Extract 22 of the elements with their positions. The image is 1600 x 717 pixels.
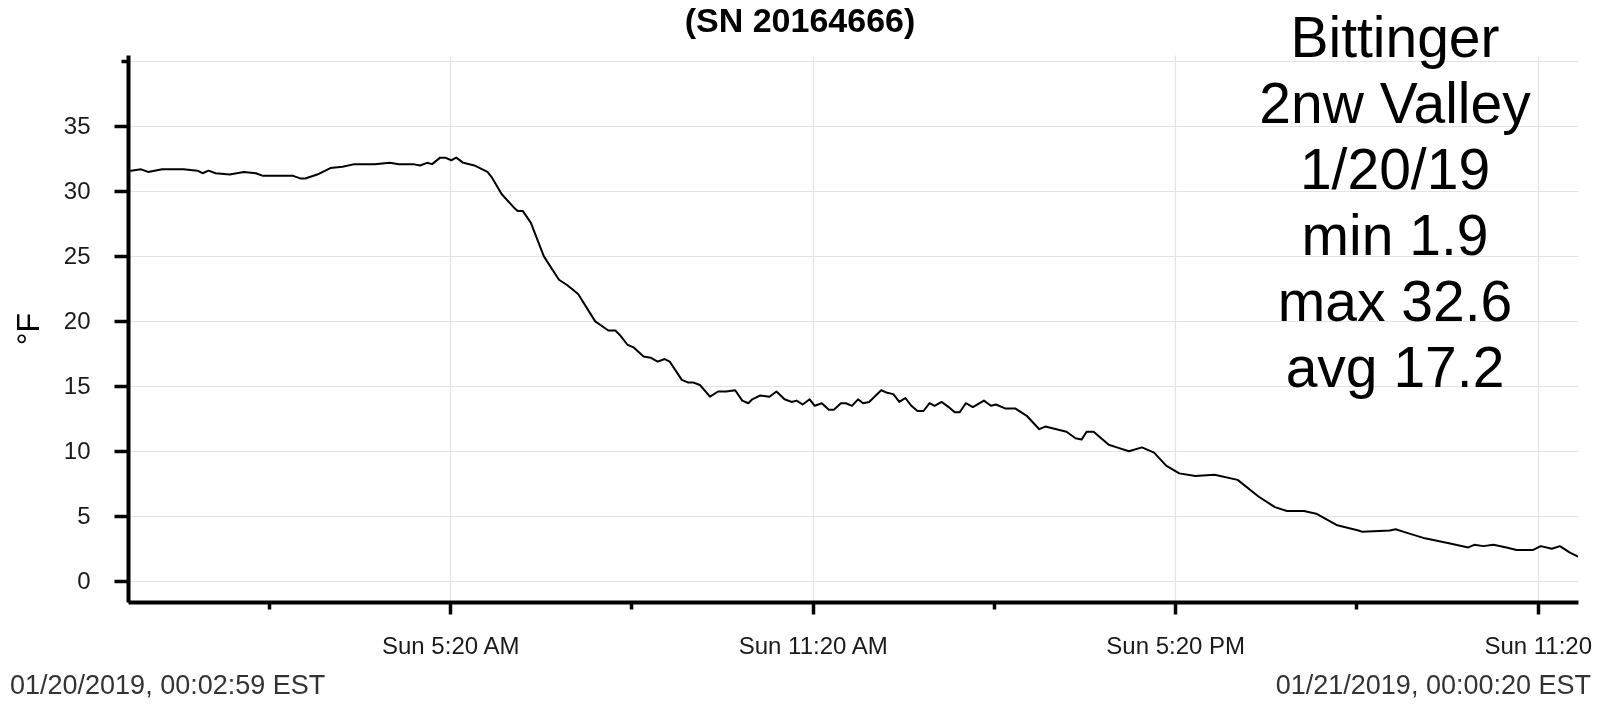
x-tick-label: Sun 11:20 AM bbox=[738, 631, 888, 659]
y-tick-label: 30 bbox=[63, 176, 91, 204]
x-tick-label: Sun 5:20 AM bbox=[382, 631, 520, 659]
y-tick-label: 35 bbox=[63, 111, 91, 139]
annotation: avg 17.2 bbox=[1285, 335, 1505, 399]
y-tick-label: 5 bbox=[77, 501, 91, 529]
y-tick-label: 0 bbox=[77, 566, 91, 594]
y-tick-label: 15 bbox=[63, 371, 91, 399]
x-tick-label: Sun 11:20 bbox=[1484, 631, 1593, 659]
y-axis-title: °F bbox=[9, 312, 46, 346]
chart-title: (SN 20164666) bbox=[684, 1, 916, 39]
annotation: min 1.9 bbox=[1301, 203, 1489, 267]
y-tick-label: 20 bbox=[63, 306, 91, 334]
annotation: Bittinger bbox=[1290, 5, 1500, 69]
y-tick-label: 25 bbox=[63, 241, 91, 269]
annotation: 2nw Valley bbox=[1259, 71, 1532, 135]
annotation: 1/20/19 bbox=[1299, 137, 1491, 201]
text: 01/20/2019, 00:02:59 EST bbox=[10, 670, 326, 700]
y-tick-label: 10 bbox=[63, 436, 91, 464]
x-tick-label: Sun 5:20 PM bbox=[1106, 631, 1246, 659]
text: 01/21/2019, 00:00:20 EST bbox=[1275, 670, 1591, 700]
annotation: max 32.6 bbox=[1277, 269, 1513, 333]
